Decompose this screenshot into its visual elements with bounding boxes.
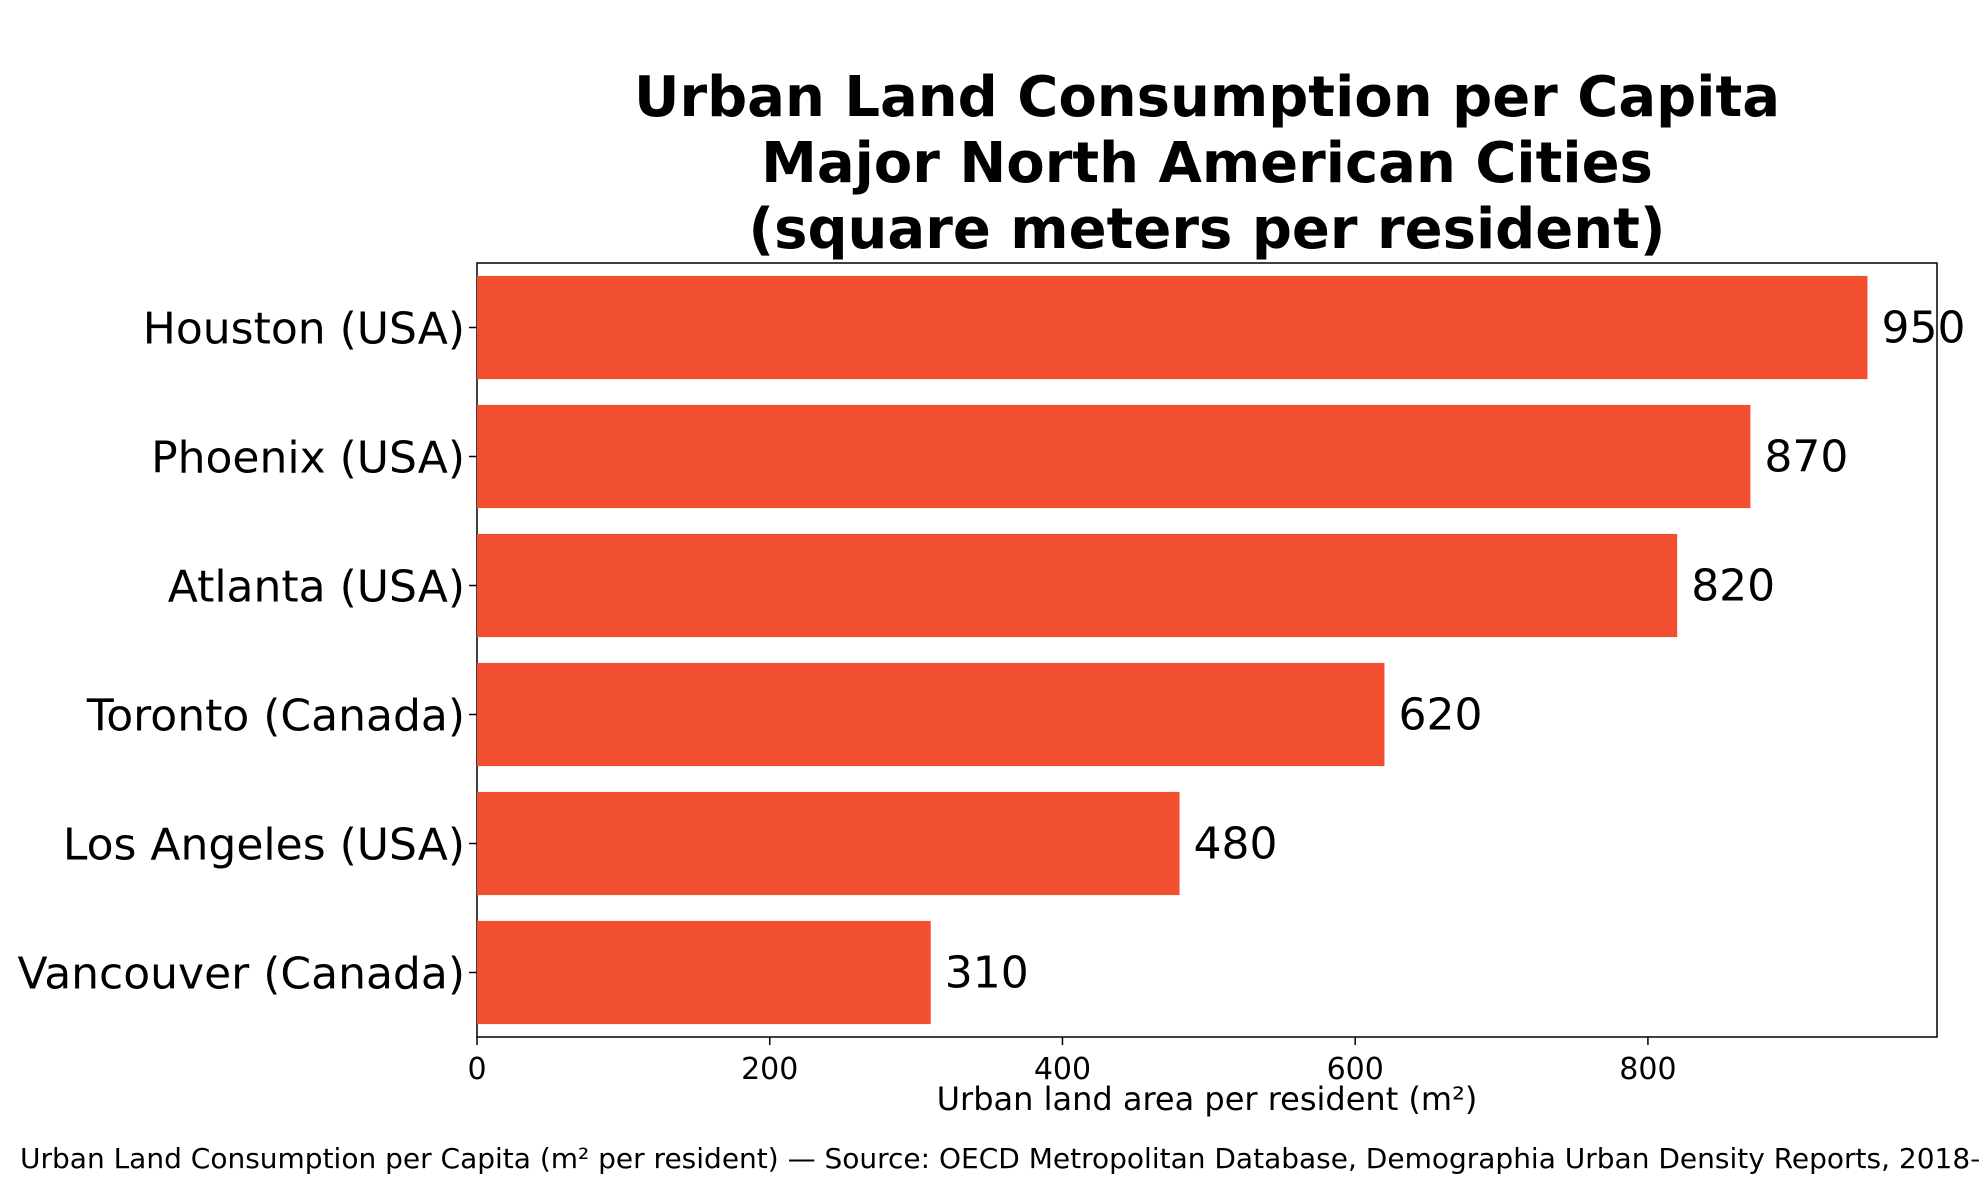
bar-1 [477, 404, 1751, 509]
y-tick-label-5: Vancouver (Canada) [18, 949, 465, 1000]
plot-area-frame [476, 262, 1938, 1038]
bar-4 [477, 791, 1180, 896]
y-tick-label-2: Atlanta (USA) [168, 562, 465, 613]
bar-5 [477, 920, 931, 1025]
x-tick-label-4: 800 [1619, 1052, 1676, 1087]
chart-title-line-3: (square meters per resident) [749, 197, 1666, 262]
bar-value-label-5: 310 [945, 948, 1029, 999]
chart-title-line-1: Urban Land Consumption per Capita [634, 65, 1780, 130]
chart-title-line-2: Major North American Cities [761, 131, 1653, 196]
bar-value-label-1: 870 [1764, 432, 1848, 483]
bar-value-labels: 950 870 820 620 480 310 [945, 303, 1966, 999]
bar-value-label-3: 620 [1398, 690, 1482, 741]
x-axis-label: Urban land area per resident (m²) [937, 1080, 1478, 1118]
bar-value-label-2: 820 [1691, 561, 1775, 612]
x-tick-label-0: 0 [467, 1052, 486, 1087]
y-tick-label-3: Toronto (Canada) [86, 691, 465, 742]
bars [477, 275, 1868, 1025]
bar-value-label-4: 480 [1194, 819, 1278, 870]
source-caption: Urban Land Consumption per Capita (m² pe… [20, 1142, 1979, 1175]
bar-0 [477, 275, 1868, 380]
bar-3 [477, 662, 1385, 767]
x-axis: 0 200 400 600 800 [467, 1037, 1677, 1087]
y-tick-label-1: Phoenix (USA) [151, 433, 465, 484]
y-axis: Houston (USA) Phoenix (USA) Atlanta (USA) T… [18, 304, 477, 1000]
x-tick-label-1: 200 [741, 1052, 798, 1087]
x-tick-label-2: 400 [1034, 1052, 1091, 1087]
x-tick-label-3: 600 [1327, 1052, 1384, 1087]
bar-2 [477, 533, 1678, 638]
y-tick-label-0: Houston (USA) [143, 304, 465, 355]
bar-value-label-0: 950 [1881, 303, 1965, 354]
chart-title: Urban Land Consumption per Capita Major … [634, 65, 1780, 262]
y-tick-label-4: Los Angeles (USA) [63, 820, 465, 871]
